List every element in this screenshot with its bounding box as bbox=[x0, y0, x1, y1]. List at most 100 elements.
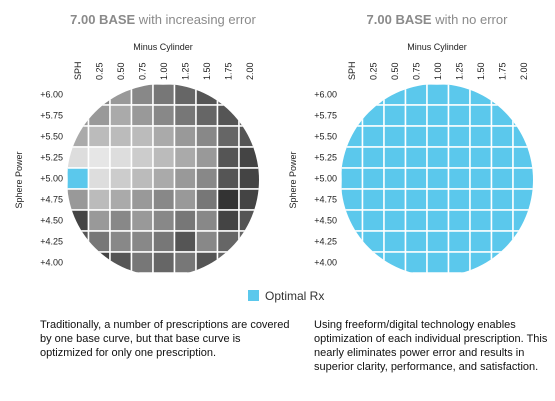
cell bbox=[152, 84, 176, 106]
cell bbox=[341, 125, 364, 148]
cell bbox=[195, 230, 219, 253]
cell bbox=[238, 230, 259, 253]
column-label: 2.00 bbox=[245, 62, 255, 80]
cell bbox=[426, 167, 450, 190]
title-rest: with no error bbox=[432, 12, 509, 27]
cell bbox=[216, 84, 240, 106]
cell bbox=[195, 167, 219, 190]
cell bbox=[361, 251, 385, 274]
cell bbox=[383, 167, 407, 190]
cell bbox=[512, 146, 533, 169]
cell bbox=[67, 251, 90, 274]
title-bold: 7.00 BASE bbox=[367, 12, 432, 27]
row-label: +4.75 bbox=[314, 195, 337, 205]
legend-label: Optimal Rx bbox=[265, 289, 324, 303]
cell bbox=[152, 209, 176, 232]
cell bbox=[152, 167, 176, 190]
column-label: 0.50 bbox=[390, 62, 400, 80]
cell bbox=[216, 230, 240, 253]
cell bbox=[383, 146, 407, 169]
row-label: +5.00 bbox=[314, 174, 337, 184]
cell bbox=[426, 209, 450, 232]
cell bbox=[361, 125, 385, 148]
cell bbox=[447, 167, 471, 190]
cell bbox=[87, 167, 111, 190]
row-label: +5.00 bbox=[40, 174, 63, 184]
cell bbox=[67, 188, 90, 211]
legend-swatch bbox=[248, 290, 259, 301]
cell bbox=[195, 104, 219, 127]
cell bbox=[195, 209, 219, 232]
cell bbox=[238, 167, 259, 190]
panel-title: 7.00 BASE with no error bbox=[367, 12, 509, 27]
cell bbox=[512, 125, 533, 148]
cell bbox=[447, 146, 471, 169]
cell bbox=[130, 167, 154, 190]
cell bbox=[469, 251, 493, 274]
cell bbox=[426, 146, 450, 169]
cell bbox=[109, 230, 133, 253]
cell bbox=[341, 188, 364, 211]
row-label: +4.50 bbox=[40, 216, 63, 226]
cell bbox=[130, 251, 154, 274]
cell bbox=[512, 188, 533, 211]
row-label: +6.00 bbox=[314, 90, 337, 100]
cell bbox=[383, 251, 407, 274]
cell bbox=[469, 104, 493, 127]
cell bbox=[512, 209, 533, 232]
cell bbox=[67, 84, 90, 106]
cell bbox=[341, 230, 364, 253]
cell bbox=[109, 104, 133, 127]
cell bbox=[404, 104, 428, 127]
cell bbox=[152, 125, 176, 148]
cell bbox=[195, 146, 219, 169]
cell bbox=[152, 104, 176, 127]
x-axis-title: Minus Cylinder bbox=[133, 42, 193, 52]
cell bbox=[216, 104, 240, 127]
cell bbox=[404, 146, 428, 169]
cell bbox=[109, 167, 133, 190]
cell bbox=[109, 125, 133, 148]
cell bbox=[383, 188, 407, 211]
column-label: 1.25 bbox=[454, 62, 464, 80]
cell bbox=[512, 230, 533, 253]
cell bbox=[87, 84, 111, 106]
cell bbox=[109, 251, 133, 274]
column-label: 1.00 bbox=[159, 62, 169, 80]
cell bbox=[404, 209, 428, 232]
y-axis-title: Sphere Power bbox=[14, 151, 24, 208]
column-label: 1.00 bbox=[433, 62, 443, 80]
cell bbox=[130, 209, 154, 232]
cell bbox=[447, 251, 471, 274]
cell bbox=[216, 209, 240, 232]
cell bbox=[426, 125, 450, 148]
cell bbox=[67, 209, 90, 232]
cell bbox=[469, 84, 493, 106]
cell bbox=[341, 146, 364, 169]
row-label: +4.00 bbox=[314, 258, 337, 268]
cell bbox=[341, 104, 364, 127]
cell bbox=[361, 104, 385, 127]
panel-title: 7.00 BASE with increasing error bbox=[70, 12, 256, 27]
column-label: 1.50 bbox=[202, 62, 212, 80]
cell bbox=[67, 146, 90, 169]
cell bbox=[195, 84, 219, 106]
cell bbox=[216, 125, 240, 148]
column-label: SPH bbox=[347, 61, 357, 80]
cell bbox=[469, 230, 493, 253]
row-label: +4.50 bbox=[314, 216, 337, 226]
row-label: +5.50 bbox=[314, 132, 337, 142]
cell bbox=[173, 230, 197, 253]
cell bbox=[195, 125, 219, 148]
cell bbox=[490, 104, 514, 127]
cell bbox=[173, 84, 197, 106]
cell bbox=[238, 188, 259, 211]
column-label: 0.75 bbox=[137, 62, 147, 80]
column-label: 1.75 bbox=[497, 62, 507, 80]
cell bbox=[447, 188, 471, 211]
cell bbox=[173, 146, 197, 169]
row-label: +4.00 bbox=[40, 258, 63, 268]
cell bbox=[238, 84, 259, 106]
cell bbox=[383, 84, 407, 106]
